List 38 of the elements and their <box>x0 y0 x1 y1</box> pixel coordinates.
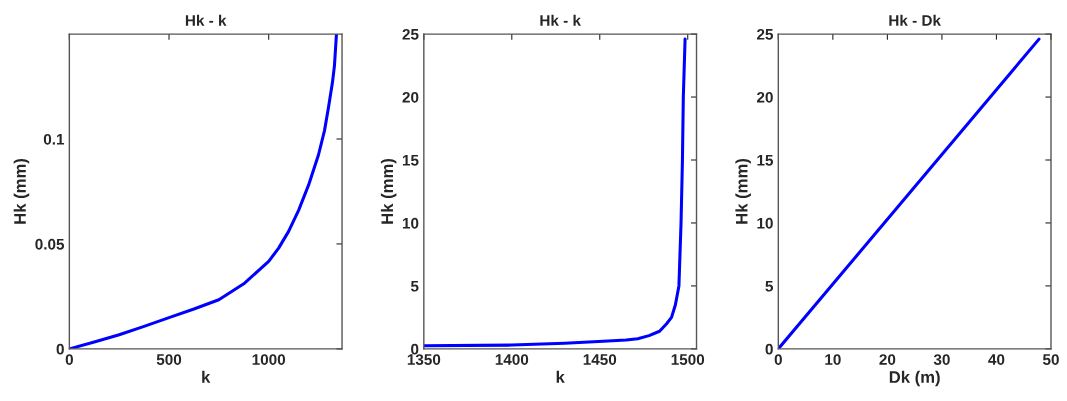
y-tick-label: 15 <box>757 155 774 166</box>
x-tick-label: 1000 <box>252 354 286 365</box>
y-tick-label: 20 <box>756 91 773 103</box>
y-tick-label: 0 <box>765 343 773 355</box>
x-tick-label: 1450 <box>583 354 617 365</box>
y-tick-label: 0.05 <box>35 238 65 250</box>
x-tick-label: 20 <box>879 354 896 365</box>
y-tick-label: 0 <box>56 343 64 355</box>
y-tick-label: 25 <box>756 28 774 40</box>
y-axis-title: Hk (mm) <box>380 158 397 224</box>
y-tick-label: 10 <box>402 217 419 229</box>
x-axis-title: Dk (m) <box>889 370 940 387</box>
y-tick-label: 25 <box>402 28 419 40</box>
y-tick-label: 15 <box>402 155 419 166</box>
x-axis-title: k <box>556 370 565 383</box>
y-tick-label: 0 <box>411 343 419 355</box>
x-tick-label: 1500 <box>671 354 705 365</box>
x-tick-label: 1350 <box>407 354 441 365</box>
x-tick-label: 10 <box>825 354 841 365</box>
x-tick-label: 30 <box>933 354 950 365</box>
x-tick-label: 40 <box>988 354 1005 365</box>
x-axis-title: k <box>202 370 211 383</box>
x-tick-label: 0 <box>774 354 782 365</box>
chart-title: Hk - Dk <box>889 14 941 26</box>
y-tick-label: 10 <box>757 217 773 229</box>
y-tick-label: 5 <box>410 280 419 292</box>
x-tick-label: 50 <box>1042 354 1059 365</box>
x-tick-label: 500 <box>156 354 182 365</box>
y-tick-label: 20 <box>402 91 419 103</box>
x-tick-label: 0 <box>65 354 73 365</box>
y-tick-label: 0.1 <box>43 133 65 145</box>
x-tick-label: 1400 <box>495 354 529 365</box>
y-axis-title: Hk (mm) <box>735 158 751 224</box>
chart-title: Hk - k <box>185 14 227 26</box>
y-tick-label: 5 <box>765 280 774 292</box>
chart-title: Hk - k <box>540 14 581 26</box>
line-series <box>423 37 687 348</box>
y-axis-title: Hk (mm) <box>13 158 30 224</box>
